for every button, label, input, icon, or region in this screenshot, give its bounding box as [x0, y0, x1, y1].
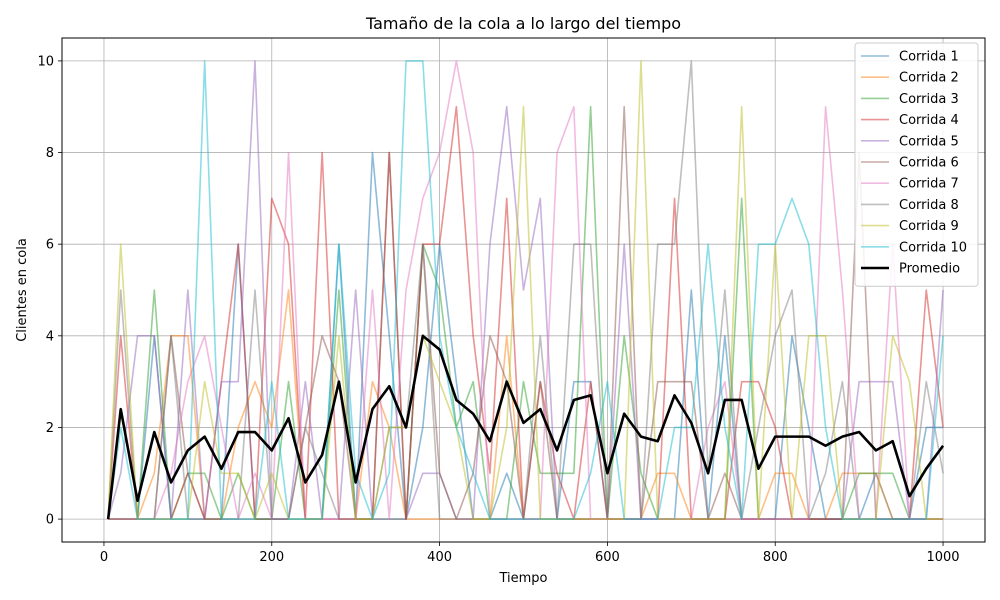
legend-label: Corrida 6 — [899, 156, 959, 171]
y-tick-label: 0 — [46, 513, 54, 528]
legend-label: Corrida 2 — [899, 71, 959, 86]
legend-label: Corrida 1 — [899, 50, 959, 65]
series-lines — [106, 60, 945, 520]
legend-label: Corrida 4 — [899, 113, 959, 128]
legend-label: Promedio — [899, 262, 960, 277]
x-tick-label: 200 — [259, 550, 284, 565]
plot-frame — [61, 37, 986, 543]
y-tick-label: 6 — [46, 238, 54, 253]
y-tick-label: 8 — [46, 146, 54, 161]
y-tick-label: 10 — [37, 54, 54, 69]
x-axis-title: Tiempo — [498, 571, 547, 586]
y-axis-title: Clientes en cola — [15, 238, 30, 342]
legend-label: Corrida 7 — [899, 177, 959, 192]
axis-ticks: 0 200 400 600 800 1000 0 2 4 6 8 10 — [37, 54, 959, 565]
series-line-corrida-9 — [107, 60, 944, 520]
legend-label: Corrida 9 — [899, 219, 959, 234]
y-tick-label: 4 — [46, 329, 54, 344]
legend: Corrida 1 Corrida 2 Corrida 3 Corrida 4 Corr… — [854, 42, 979, 287]
x-tick-label: 0 — [100, 550, 108, 565]
legend-label: Corrida 3 — [899, 92, 959, 107]
x-tick-label: 1000 — [926, 550, 959, 565]
series-line-corrida-10 — [107, 60, 944, 520]
legend-label: Corrida 10 — [899, 240, 967, 255]
legend-label: Corrida 5 — [899, 134, 959, 149]
series-line-promedio — [106, 334, 945, 520]
y-tick-label: 2 — [46, 421, 54, 436]
x-tick-label: 400 — [427, 550, 452, 565]
legend-label: Corrida 8 — [899, 198, 959, 213]
chart-title: Tamaño de la cola a lo largo del tiempo — [365, 14, 681, 33]
x-tick-label: 600 — [595, 550, 620, 565]
x-tick-label: 800 — [763, 550, 788, 565]
